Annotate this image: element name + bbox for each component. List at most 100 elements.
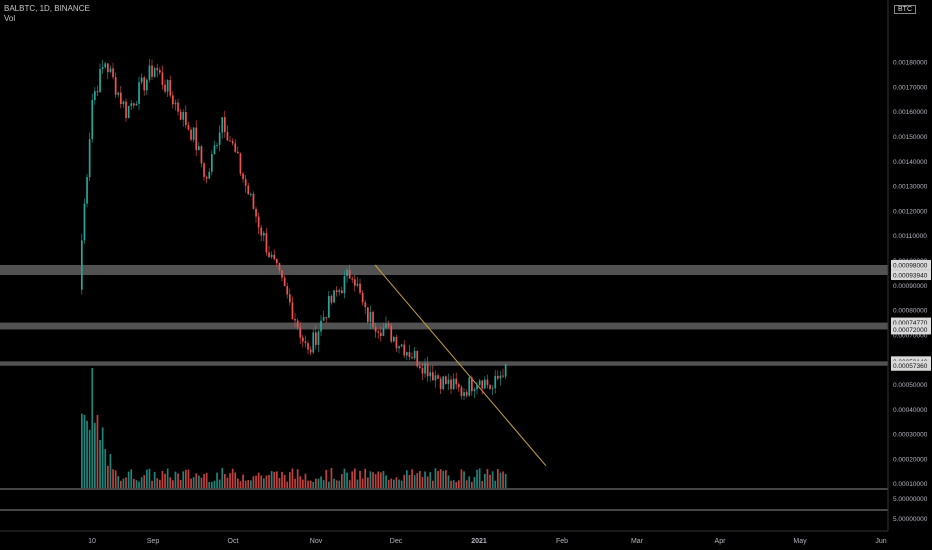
volume-bar	[299, 476, 302, 488]
candle-body	[135, 103, 138, 106]
volume-bar	[250, 480, 252, 488]
time-tick-label: May	[793, 538, 807, 545]
volume-bar	[504, 473, 507, 488]
candle-body	[497, 375, 499, 379]
candle-body	[260, 227, 263, 236]
currency-badge[interactable]: BTC	[894, 5, 916, 14]
volume-bar	[239, 481, 242, 488]
candle-body	[159, 70, 161, 73]
price-tick-label: 0.00180000	[893, 60, 928, 67]
candle-body	[221, 117, 224, 133]
candle-body	[486, 379, 489, 386]
volume-bar	[382, 470, 385, 488]
candle-body	[429, 372, 432, 377]
volume-bar	[257, 472, 260, 488]
candle-body	[369, 311, 372, 322]
candle-body	[190, 129, 192, 140]
candle-body	[156, 68, 159, 71]
volume-bar	[88, 429, 91, 488]
volume-bar	[481, 481, 484, 488]
candle-body	[112, 68, 114, 78]
volume-bar	[164, 473, 166, 488]
volume-bar	[263, 478, 265, 488]
volume-bar	[169, 477, 172, 488]
zone-price-label: 0.00057360	[893, 363, 928, 370]
candle-body	[343, 276, 346, 294]
volume-bar	[244, 480, 247, 488]
price-zone[interactable]	[0, 322, 888, 330]
price-tick-label: 0.00110000	[893, 233, 927, 240]
volume-bar	[143, 475, 146, 488]
time-tick-label: Nov	[310, 538, 323, 545]
volume-bar	[432, 480, 434, 488]
volume-bar	[179, 480, 182, 488]
candle-body	[374, 327, 377, 332]
volume-bar	[429, 472, 432, 488]
candle-body	[273, 254, 276, 260]
volume-bar	[211, 481, 213, 488]
lower-tick-label: 5.00000000	[893, 496, 928, 503]
candle-body	[452, 378, 455, 389]
candle-body	[130, 103, 133, 106]
volume-bar	[101, 427, 104, 488]
volume-bar	[439, 469, 442, 488]
trendline[interactable]	[374, 264, 547, 467]
candle-body	[291, 302, 294, 320]
price-tick-label: 0.00120000	[893, 208, 928, 215]
volume-bar	[421, 477, 424, 488]
candle-body	[185, 112, 187, 126]
volume-bar	[426, 476, 429, 488]
time-tick-label: 2021	[471, 538, 487, 545]
candle-body	[351, 278, 354, 280]
volume-bar	[309, 480, 312, 488]
volume-bar	[452, 480, 455, 488]
candle-body	[164, 84, 166, 92]
volume-bar	[231, 468, 234, 488]
candle-body	[439, 378, 442, 390]
candle-body	[403, 344, 406, 356]
volume-bar	[138, 481, 140, 488]
candle-body	[120, 92, 122, 105]
volume-bar	[424, 471, 426, 488]
volume-bar	[140, 477, 143, 488]
time-axis[interactable]: 10 Sep Oct Nov Dec 2021 Feb Mar Apr May Jun	[88, 538, 887, 545]
candle-body	[387, 323, 390, 326]
candle-body	[205, 176, 208, 179]
volume-bar	[120, 480, 122, 488]
candle-body	[445, 376, 447, 384]
volume-bar	[411, 469, 413, 488]
candle-body	[447, 379, 450, 384]
volume-bar	[403, 474, 406, 488]
zone-label-box	[891, 317, 931, 328]
volume-bar	[398, 479, 400, 488]
candle-body	[348, 269, 351, 279]
candle-body	[393, 336, 395, 342]
volume-bar	[494, 480, 497, 488]
volume-bar	[322, 480, 325, 488]
candle-body	[203, 163, 205, 177]
candle-body	[283, 277, 286, 287]
candle-body	[499, 375, 502, 379]
volume-legend[interactable]: Vol	[4, 14, 16, 23]
candle-body	[268, 252, 270, 258]
candle-body	[174, 102, 177, 105]
volume-bar	[114, 470, 117, 488]
time-tick-label: Jun	[875, 538, 886, 545]
zone-label-box	[891, 259, 931, 270]
candle-body	[424, 363, 426, 374]
candle-body	[109, 68, 112, 73]
trendline-layer[interactable]	[374, 264, 547, 467]
candle-body	[390, 325, 393, 342]
volume-bar	[83, 414, 86, 488]
volume-bar	[408, 474, 411, 488]
candle-body	[325, 317, 328, 319]
volume-bar	[333, 478, 335, 488]
candle-body	[247, 185, 250, 195]
price-zone[interactable]	[0, 361, 888, 366]
candle-body	[179, 111, 182, 120]
price-zone[interactable]	[0, 264, 888, 276]
candle-body	[83, 203, 86, 241]
symbol-title[interactable]: BALBTC, 1D, BINANCE	[4, 4, 90, 13]
volume-bar	[450, 480, 452, 488]
